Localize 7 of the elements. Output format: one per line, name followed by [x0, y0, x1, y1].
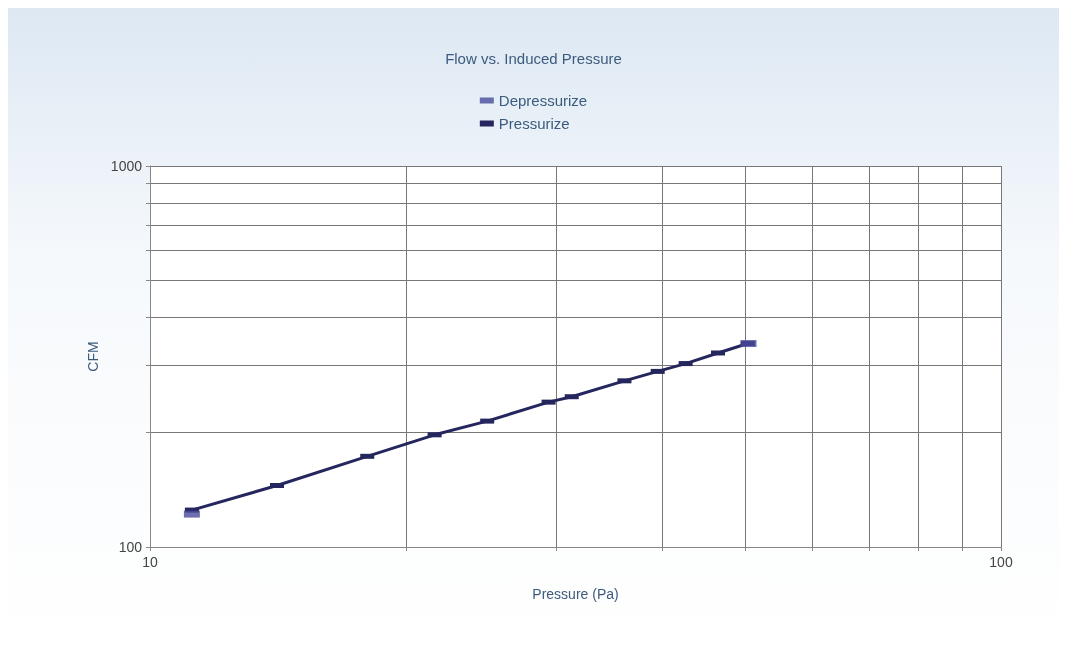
- x-tick-label: 10: [142, 554, 158, 570]
- y-axis-title: CFM: [84, 341, 101, 372]
- legend-label: Pressurize: [498, 115, 570, 132]
- x-axis-title: Pressure (Pa): [532, 586, 619, 602]
- legend-label: Depressurize: [498, 92, 588, 109]
- y-tick-label: 1000: [110, 158, 143, 174]
- chart-title: Flow vs. Induced Pressure: [445, 50, 622, 67]
